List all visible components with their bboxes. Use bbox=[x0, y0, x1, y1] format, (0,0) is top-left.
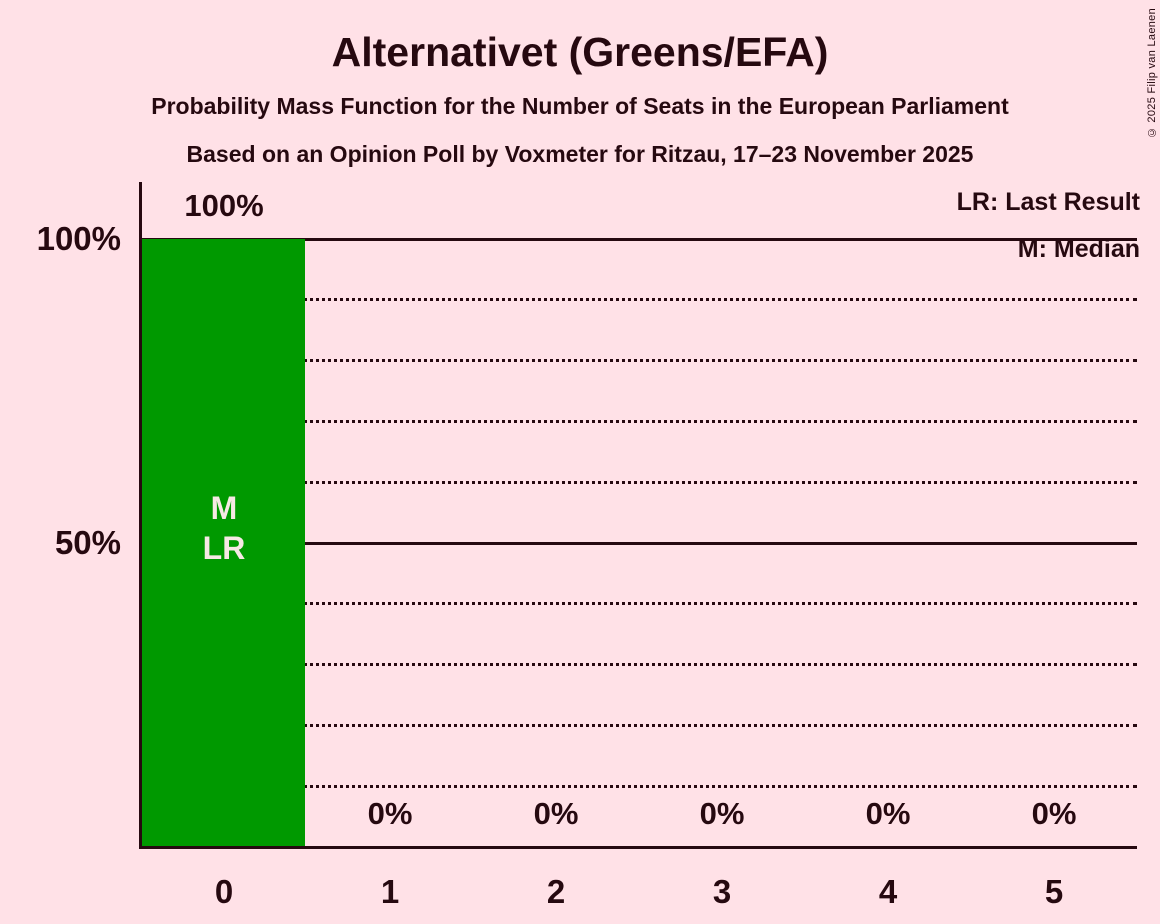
legend-median: M: Median bbox=[1017, 235, 1140, 263]
x-tick-label-2: 2 bbox=[546, 873, 566, 910]
gridline-dotted-70pct bbox=[141, 419, 1137, 423]
gridline-dotted-80pct bbox=[141, 359, 1137, 363]
x-tick-label-3: 3 bbox=[712, 873, 732, 910]
gridline-dotted-90pct bbox=[141, 298, 1137, 302]
gridline-dotted-40pct bbox=[141, 602, 1137, 606]
x-axis-line bbox=[139, 846, 1137, 849]
bar-value-label-0: 100% bbox=[184, 188, 264, 223]
y-tick-label-100pct: 100% bbox=[36, 220, 121, 257]
gridline-dotted-10pct bbox=[141, 784, 1137, 788]
x-tick-label-4: 4 bbox=[878, 873, 898, 910]
gridline-solid-100pct bbox=[141, 237, 1137, 241]
bar-value-label-5: 0% bbox=[1031, 796, 1077, 831]
last-result-marker: LR bbox=[202, 530, 246, 566]
bar-value-label-4: 0% bbox=[865, 796, 911, 831]
chart-subtitle-line1: Probability Mass Function for the Number… bbox=[151, 93, 1009, 119]
bar-annotation-median-last-result: M LR bbox=[141, 488, 307, 568]
y-tick-label-50pct: 50% bbox=[54, 524, 121, 561]
x-tick-label-5: 5 bbox=[1044, 873, 1064, 910]
x-tick-label-1: 1 bbox=[380, 873, 400, 910]
gridline-dotted-30pct bbox=[141, 663, 1137, 667]
bar-value-label-1: 0% bbox=[367, 796, 413, 831]
median-marker: M bbox=[210, 490, 238, 526]
legend-last-result: LR: Last Result bbox=[956, 188, 1140, 216]
gridline-dotted-60pct bbox=[141, 480, 1137, 484]
bar-value-label-3: 0% bbox=[699, 796, 745, 831]
gridline-dotted-20pct bbox=[141, 723, 1137, 727]
chart-subtitle-line2: Based on an Opinion Poll by Voxmeter for… bbox=[186, 141, 974, 167]
x-tick-label-0: 0 bbox=[214, 873, 234, 910]
gridline-solid-50pct bbox=[141, 541, 1137, 545]
chart-title: Alternativet (Greens/EFA) bbox=[331, 29, 829, 75]
bar-value-label-2: 0% bbox=[533, 796, 579, 831]
bar-seats-0 bbox=[141, 239, 305, 847]
y-axis-line bbox=[139, 182, 142, 847]
